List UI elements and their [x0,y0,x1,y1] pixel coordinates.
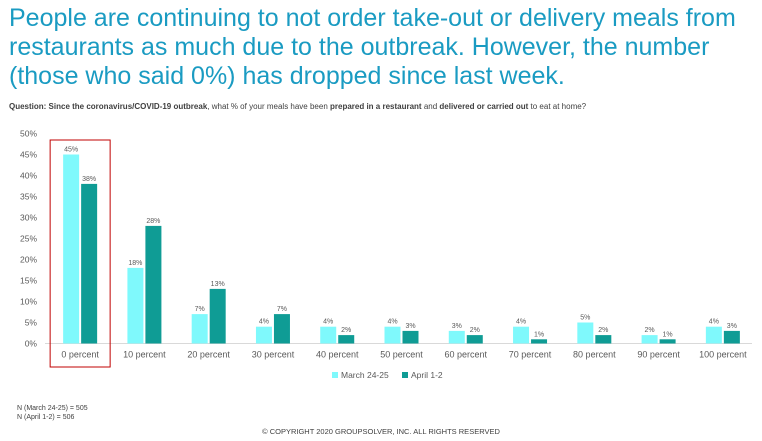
data-label: 3% [452,323,462,330]
data-label: 28% [146,218,160,225]
bar [448,330,465,344]
x-tick-label: 60 percent [445,350,488,360]
y-tick-label: 5% [25,318,38,328]
x-tick-label: 20 percent [187,350,230,360]
copyright-footer: © COPYRIGHT 2020 GROUPSOLVER, INC. ALL R… [262,427,500,436]
x-tick-label: 70 percent [509,350,552,360]
sample-size-note: N (April 1-2) = 506 [17,414,75,421]
x-tick-label: 80 percent [573,350,616,360]
data-label: 4% [323,319,333,326]
legend-swatch [402,372,408,378]
bar [531,339,548,344]
data-label: 2% [470,327,480,334]
bar [209,288,226,344]
y-tick-label: 30% [20,213,37,223]
data-label: 3% [727,323,737,330]
x-tick-label: 40 percent [316,350,359,360]
bar [255,326,272,344]
bar [641,335,658,344]
question-part-2: and [421,102,440,111]
bar [705,326,722,344]
sample-size-notes: N (March 24-25) = 505 N (April 1-2) = 50… [17,404,88,422]
question-part-1: , what % of your meals have been [207,102,330,111]
data-label: 7% [195,306,205,313]
bar [466,335,483,344]
legend-label: April 1-2 [411,370,443,380]
bar [723,330,740,344]
bar [63,154,80,344]
x-tick-label: 30 percent [252,350,295,360]
bar [384,326,401,344]
data-label: 4% [709,319,719,326]
bar [81,183,98,344]
question-part-3: to eat at home? [528,102,587,111]
data-label: 4% [516,319,526,326]
y-tick-label: 50% [20,129,37,139]
question-prefix: Question: Since the coronavirus/COVID-19… [9,102,208,111]
question-emphasis-2: delivered or carried out [439,102,529,111]
question-text: Question: Since the coronavirus/COVID-19… [9,102,759,111]
y-tick-label: 45% [20,150,37,160]
bar [595,335,612,344]
data-label: 2% [341,327,351,334]
bar [513,326,530,344]
question-emphasis-1: prepared in a restaurant [330,102,422,111]
bar [338,335,355,344]
x-tick-label: 100 percent [699,350,747,360]
data-label: 45% [64,147,78,154]
bar [145,225,162,344]
bar-chart: 0% 5% 10% 15% 20% 25% 30% 35% 40% 45% 50% 45% 38% 0 p… [20,129,752,380]
bar [402,330,419,344]
data-label: 2% [645,327,655,334]
headline: People are continuing to not order take-… [9,4,736,90]
data-label: 13% [211,281,225,288]
y-tick-label: 20% [20,255,37,265]
bar [127,267,144,344]
y-tick-label: 0% [25,339,38,349]
data-label: 1% [663,331,673,338]
y-tick-label: 25% [20,234,37,244]
data-label: 4% [259,319,269,326]
x-tick-label: 90 percent [637,350,680,360]
legend-swatch [332,372,338,378]
y-tick-label: 15% [20,276,37,286]
bar [191,314,208,344]
data-label: 5% [580,315,590,322]
y-tick-label: 10% [20,297,37,307]
data-label: 38% [82,176,96,183]
bar [273,314,290,344]
x-tick-label: 50 percent [380,350,423,360]
sample-size-note: N (March 24-25) = 505 [17,405,88,412]
bar [577,322,594,344]
legend-label: March 24-25 [341,370,389,380]
data-label: 2% [598,327,608,334]
highlight-box [49,139,111,368]
data-label: 3% [405,323,415,330]
bar [320,326,337,344]
data-label: 7% [277,306,287,313]
data-label: 18% [128,260,142,267]
x-tick-label: 0 percent [61,350,99,360]
data-label: 4% [387,319,397,326]
bar [659,339,676,344]
y-tick-label: 40% [20,171,37,181]
y-tick-label: 35% [20,192,37,202]
x-tick-label: 10 percent [123,350,166,360]
data-label: 1% [534,331,544,338]
